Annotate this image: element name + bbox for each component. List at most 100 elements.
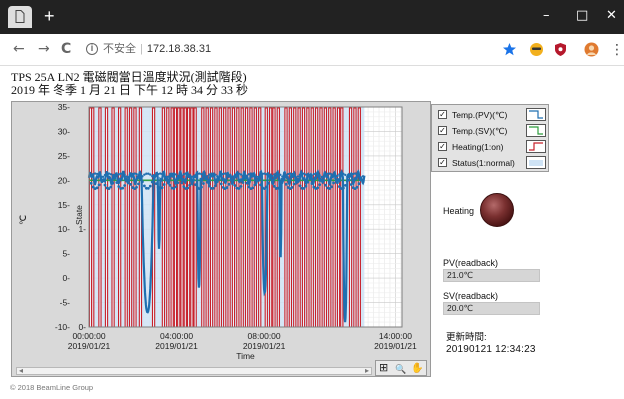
pv-series-point xyxy=(296,180,300,183)
heating-pulse-fill xyxy=(91,108,94,327)
crosshair-tool-icon[interactable]: ⊞ xyxy=(379,362,389,374)
pv-series-point xyxy=(277,172,280,175)
shield-extension-icon[interactable] xyxy=(553,42,568,57)
pan-tool-icon[interactable]: ✋ xyxy=(411,363,424,374)
chart-scrollbar[interactable]: ◂ ▸ xyxy=(16,366,372,375)
plot-border xyxy=(88,106,403,328)
heating-pulse xyxy=(288,107,293,327)
pv-series-point xyxy=(153,176,156,179)
heating-pulse-fill xyxy=(353,108,357,327)
chart-canvas[interactable]: 35- 30- 25- 20- 15- 10- 5- 0- -5- -10- 1- 0- ℃ State 0… xyxy=(12,102,430,376)
heating-label: Heating xyxy=(443,206,475,216)
emoji-extension-icon[interactable] xyxy=(529,42,544,57)
pv-series-point xyxy=(91,173,95,176)
reload-button[interactable]: C xyxy=(61,41,72,57)
browser-tab[interactable] xyxy=(8,6,32,28)
heating-pulse xyxy=(258,107,262,327)
pv-series-point xyxy=(344,173,347,177)
pv-series-point xyxy=(318,173,321,177)
pv-series-point xyxy=(353,187,357,191)
pv-series-point xyxy=(97,173,101,177)
heating-pulse-fill xyxy=(302,108,305,327)
heating-pulse-fill xyxy=(349,108,352,327)
pv-series-point xyxy=(257,175,260,179)
legend-checkbox-heating[interactable]: ✓ xyxy=(438,142,447,151)
new-tab-button[interactable]: + xyxy=(44,6,55,26)
heating-pulse xyxy=(306,107,310,327)
heating-pulse xyxy=(111,107,115,327)
heating-pulse xyxy=(323,107,328,327)
heating-pulse-fill xyxy=(162,108,165,327)
x-axis-label: Time xyxy=(236,351,255,361)
menu-dots-icon[interactable]: ⋮ xyxy=(610,42,624,58)
back-button[interactable]: ← xyxy=(13,41,25,57)
pv-series-point xyxy=(338,173,341,176)
pv-series-point xyxy=(351,172,355,176)
pv-series-point xyxy=(296,175,300,178)
close-button[interactable]: ✕ xyxy=(606,8,617,23)
update-time-label: 更新時間: xyxy=(446,332,487,343)
star-icon[interactable] xyxy=(502,42,517,57)
pv-series-point xyxy=(239,173,243,176)
line-style-icon xyxy=(526,140,546,153)
heating-pulse-fill xyxy=(214,108,218,327)
pv-series-point xyxy=(89,181,93,185)
pv-series-point xyxy=(158,172,162,175)
pv-series-point xyxy=(209,186,213,190)
legend-checkbox-status[interactable]: ✓ xyxy=(438,158,447,167)
pv-series-point xyxy=(103,183,107,187)
zoom-tool-icon[interactable]: 🔍 xyxy=(395,364,407,374)
legend-label: Temp.(SV)(℃) xyxy=(452,126,508,136)
pv-series-point xyxy=(107,187,111,190)
forward-button[interactable]: → xyxy=(38,41,50,57)
pv-series-point xyxy=(330,173,333,176)
pv-series-point xyxy=(182,185,186,189)
pv-series-point xyxy=(342,172,345,176)
maximize-button[interactable]: □ xyxy=(576,8,589,23)
pv-series-point xyxy=(135,172,138,176)
heating-pulse xyxy=(244,107,249,327)
address-bar[interactable]: 不安全 | 172.18.38.31 xyxy=(103,43,211,56)
heating-pulse-fill xyxy=(98,108,102,327)
pv-series-point xyxy=(292,174,296,177)
heating-pulse-fill xyxy=(210,108,213,327)
pv-series-point xyxy=(168,183,172,187)
avatar-icon[interactable] xyxy=(584,42,599,57)
pv-series-point xyxy=(174,173,178,176)
pv-series-point xyxy=(95,186,99,190)
heating-pulse-fill xyxy=(105,108,108,327)
pv-series-point xyxy=(302,172,306,175)
pv-series-point xyxy=(162,174,166,177)
legend-item-status[interactable]: ✓ Status(1:normal) xyxy=(438,156,546,170)
pv-series-point xyxy=(206,180,209,184)
minimize-button[interactable]: – xyxy=(543,8,550,23)
legend-checkbox-pv[interactable]: ✓ xyxy=(438,110,447,119)
heating-pulse-fill xyxy=(201,108,204,327)
legend-item-heating[interactable]: ✓ Heating(1:on) xyxy=(438,140,546,154)
pv-series-point xyxy=(338,185,341,188)
legend-checkbox-sv[interactable]: ✓ xyxy=(438,126,447,135)
heating-pulse-fill xyxy=(180,108,184,327)
pv-series-point xyxy=(220,174,223,177)
heating-pulse xyxy=(319,107,323,327)
scroll-right-arrow-icon[interactable]: ▸ xyxy=(364,366,369,375)
legend-item-sv[interactable]: ✓ Temp.(SV)(℃) xyxy=(438,124,546,138)
pv-series-point xyxy=(148,184,152,188)
temperature-chart[interactable]: 35- 30- 25- 20- 15- 10- 5- 0- -5- -10- 1- 0- ℃ State 0… xyxy=(11,101,431,377)
x-tick-date-label: 2019/01/21 xyxy=(68,341,111,351)
pv-series-point xyxy=(137,182,140,186)
y-tick-label: 5- xyxy=(62,249,70,259)
info-icon[interactable]: i xyxy=(86,43,98,55)
y-tick-label: 15- xyxy=(58,200,70,210)
pv-series-point xyxy=(137,174,140,177)
pv-series-point xyxy=(239,185,243,188)
heating-indicator-led xyxy=(480,193,514,227)
pv-series-point xyxy=(202,174,205,177)
heating-pulse-fill xyxy=(118,108,121,327)
pv-series-point xyxy=(217,177,221,181)
scroll-left-arrow-icon[interactable]: ◂ xyxy=(19,366,24,375)
heating-pulse-fill xyxy=(223,108,226,327)
heating-pulse xyxy=(205,107,209,327)
state-tick-label: 0- xyxy=(78,322,86,332)
legend-item-pv[interactable]: ✓ Temp.(PV)(℃) xyxy=(438,108,546,122)
